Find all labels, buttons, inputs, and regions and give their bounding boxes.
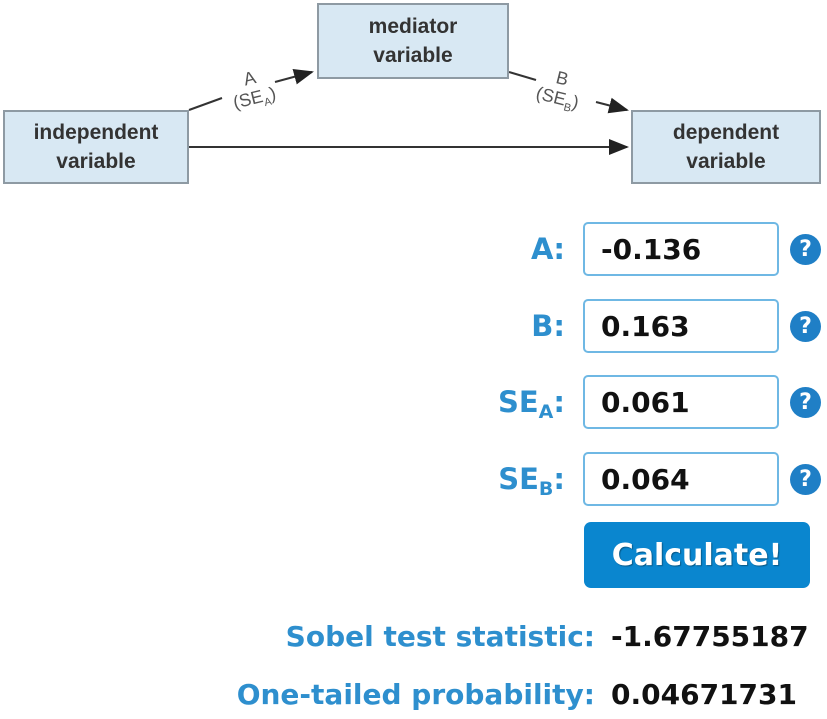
question-circle-icon[interactable]: ? [790,311,821,342]
calculate-button[interactable]: Calculate! [584,522,810,588]
se-a-input[interactable] [583,375,779,429]
sobel-statistic-row: Sobel test statistic: -1.67755187 [0,613,827,661]
field-row-b: B: ? [0,299,827,353]
independent-label-line2: variable [56,150,136,173]
field-label-b: B: [531,309,565,343]
path-b-line-end [595,97,629,114]
path-a-line-end [274,68,314,85]
field-label-se-b: SEB: [498,462,565,500]
one-tailed-probability-row: One-tailed probability: 0.04671731 [0,671,827,719]
se-b-input[interactable] [583,452,779,506]
field-row-se-b: SEB: ? [0,452,827,506]
field-row-a: A: ? [0,222,827,276]
a-input[interactable] [583,222,779,276]
mediator-label-line2: variable [373,44,453,67]
question-circle-icon[interactable]: ? [790,234,821,265]
one-tailed-probability-value: 0.04671731 [611,678,797,711]
mediator-label-line1: mediator [368,15,458,38]
diagram-arrows [188,68,629,155]
one-tailed-probability-label: One-tailed probability: [236,678,595,711]
independent-label-line1: independent [33,121,159,144]
mediator-variable-box: mediator variable [317,3,509,79]
dependent-label-line1: dependent [672,121,780,144]
independent-variable-box: independent variable [3,110,189,184]
field-label-a: A: [530,232,565,266]
dependent-label-line2: variable [686,150,766,173]
sobel-statistic-label: Sobel test statistic: [285,620,595,653]
b-input[interactable] [583,299,779,353]
mediation-diagram: mediator variable independent variable d… [0,0,827,200]
question-circle-icon[interactable]: ? [790,387,821,418]
path-b-line-start [508,71,537,81]
path-a-line-start [188,97,223,111]
sobel-statistic-value: -1.67755187 [611,620,809,653]
question-circle-icon[interactable]: ? [790,464,821,495]
field-label-se-a: SEA: [497,385,565,423]
field-row-se-a: SEA: ? [0,375,827,429]
dependent-variable-box: dependent variable [631,110,821,184]
